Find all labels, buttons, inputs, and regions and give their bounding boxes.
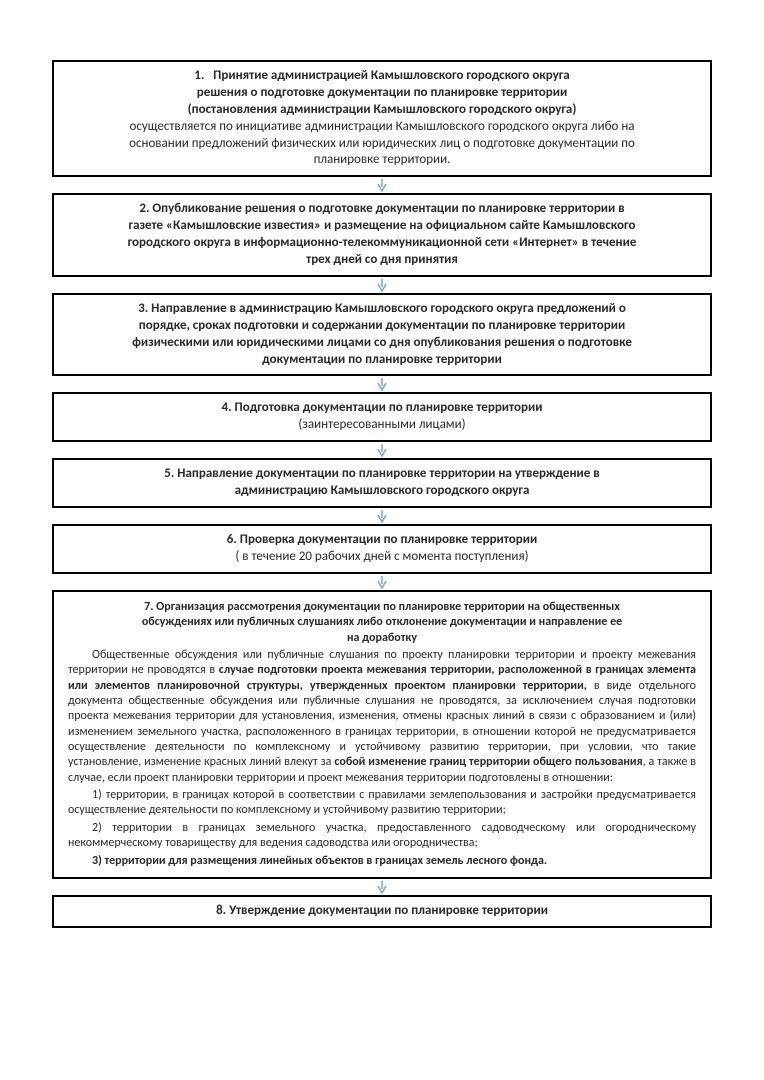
arrow-icon: [375, 575, 389, 589]
step-8-l1: 8. Утверждение документации по планировк…: [216, 903, 548, 918]
step-1-title: 1. Принятие администрацией Камышловского…: [66, 68, 698, 119]
step-7-title: 7. Организация рассмотрения документации…: [68, 600, 696, 646]
step-3-l4: документации по планировке территории: [262, 352, 502, 367]
step-4-l2: (заинтересованными лицами): [298, 417, 465, 432]
step-7-t1: 7. Организация рассмотрения документации…: [144, 600, 620, 614]
step-6-l1: 6. Проверка документации по планировке т…: [227, 532, 537, 547]
step-2-box: 2. Опубликование решения о подготовке до…: [52, 193, 712, 277]
step-7-box: 7. Организация рассмотрения документации…: [52, 590, 712, 879]
step-1-num: 1.: [194, 68, 204, 83]
step-2-l4: трех дней со дня принятия: [306, 252, 458, 267]
step-1-b3: планировке территории.: [314, 152, 451, 167]
step-2-l2: газете «Камышловские известия» и размеще…: [129, 218, 636, 233]
step-3-l1: 3. Направление в администрацию Камышловс…: [138, 301, 626, 316]
step-7-p4: 3) территории для размещения линейных об…: [68, 854, 696, 869]
arrow-icon: [375, 509, 389, 523]
step-1-body: осуществляется по инициативе администрац…: [66, 119, 698, 170]
step-7-p1: Общественные обсуждения или публичные сл…: [68, 648, 696, 786]
step-1-t3: (постановления администрации Камышловско…: [188, 102, 577, 117]
step-3-l2: порядке, сроках подготовки и содержании …: [139, 318, 625, 333]
arrow-icon: [375, 278, 389, 292]
step-7-t3: на доработку: [347, 631, 417, 645]
arrow-icon: [375, 443, 389, 457]
step-1-t2: решения о подготовке документации по пла…: [197, 85, 567, 100]
step-3-l3: физическими или юридическими лицами со д…: [132, 335, 632, 350]
step-4-box: 4. Подготовка документации по планировке…: [52, 392, 712, 442]
arrow-icon: [375, 178, 389, 192]
step-2-l1: 2. Опубликование решения о подготовке до…: [139, 201, 624, 216]
step-1-box: 1. Принятие администрацией Камышловского…: [52, 60, 712, 177]
step-5-l1: 5. Направление документации по планировк…: [164, 466, 599, 481]
step-3-box: 3. Направление в администрацию Камышловс…: [52, 293, 712, 377]
step-1-b1: осуществляется по инициативе администрац…: [130, 119, 635, 134]
step-6-box: 6. Проверка документации по планировке т…: [52, 524, 712, 574]
step-5-l2: администрацию Камышловского городского о…: [235, 483, 530, 498]
step-7-p1d: собой изменение границ территории общего…: [334, 755, 642, 769]
step-1-b2: основании предложений физических или юри…: [129, 136, 635, 151]
arrow-icon: [375, 377, 389, 391]
step-2-l3: городского округа в информационно-телеко…: [128, 235, 637, 250]
step-7-p3: 2) территории в границах земельного учас…: [68, 821, 696, 852]
step-1-t1: Принятие администрацией Камышловского го…: [213, 68, 570, 83]
step-7-p2: 1) территории, в границах которой в соот…: [68, 788, 696, 819]
arrow-icon: [375, 880, 389, 894]
step-6-l2: ( в течение 20 рабочих дней с момента по…: [235, 549, 528, 564]
step-4-l1: 4. Подготовка документации по планировке…: [222, 400, 543, 415]
step-7-t2: обсуждениях или публичных слушаниях либо…: [142, 615, 622, 629]
step-8-box: 8. Утверждение документации по планировк…: [52, 895, 712, 928]
step-5-box: 5. Направление документации по планировк…: [52, 458, 712, 508]
